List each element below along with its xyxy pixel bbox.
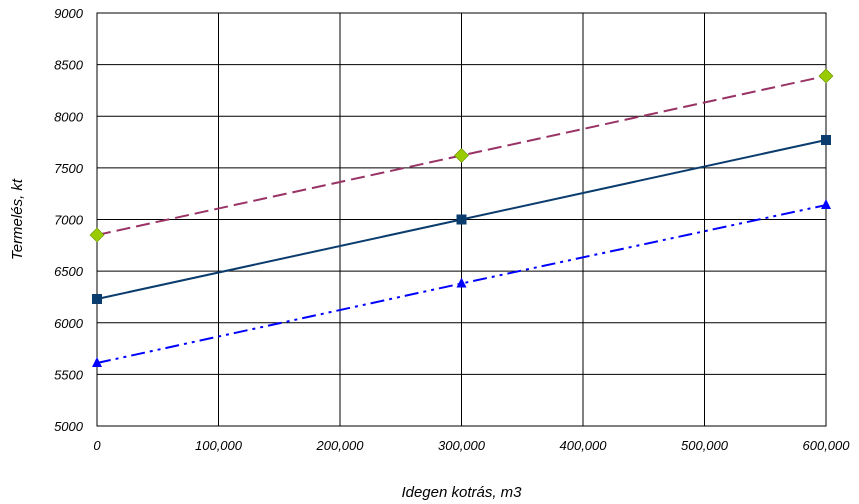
- data-point-diamond: [454, 148, 469, 163]
- x-tick-label: 100,000: [195, 438, 243, 453]
- y-tick-label: 6500: [54, 264, 84, 279]
- data-point-triangle: [92, 357, 102, 368]
- data-point-diamond: [818, 68, 834, 84]
- x-tick-label: 400,000: [560, 438, 608, 453]
- series-line: [96, 204, 827, 364]
- y-tick-label: 8000: [54, 109, 84, 124]
- series-2: [92, 134, 831, 305]
- x-tick-label: 200,000: [316, 438, 365, 453]
- y-tick-label: 8500: [54, 58, 84, 73]
- y-tick-label: 7500: [54, 161, 84, 176]
- y-tick-label: 6000: [54, 316, 84, 331]
- series-3: [92, 199, 831, 368]
- x-axis-tick-labels: 0 100,000 200,000 300,000 400,000 500,000 600,…: [93, 438, 850, 453]
- x-axis-title: Idegen kotrás, m3: [401, 484, 522, 501]
- y-axis-tick-labels: 5000 5500 6000 6500 7000 7500 8000 8500 9000: [54, 6, 84, 434]
- x-tick-label: 600,000: [803, 438, 851, 453]
- series-1: [89, 68, 834, 243]
- data-point-square: [821, 134, 831, 145]
- y-tick-label: 5500: [54, 367, 84, 382]
- plot-area-frame: [96, 12, 827, 427]
- grid-lines: [96, 12, 827, 427]
- data-point-triangle: [821, 199, 831, 210]
- x-tick-label: 300,000: [438, 438, 486, 453]
- x-tick-label: 500,000: [681, 438, 729, 453]
- y-tick-label: 7000: [54, 213, 84, 228]
- data-point-square: [92, 294, 102, 305]
- y-axis-title: Termelés, kt: [9, 178, 26, 260]
- x-tick-label: 0: [93, 438, 101, 453]
- y-tick-label: 9000: [54, 6, 84, 21]
- data-point-diamond: [89, 227, 105, 243]
- series-layer: [89, 68, 834, 368]
- y-tick-label: 5000: [54, 419, 84, 434]
- data-point-square: [456, 214, 467, 225]
- data-point-triangle: [456, 277, 467, 288]
